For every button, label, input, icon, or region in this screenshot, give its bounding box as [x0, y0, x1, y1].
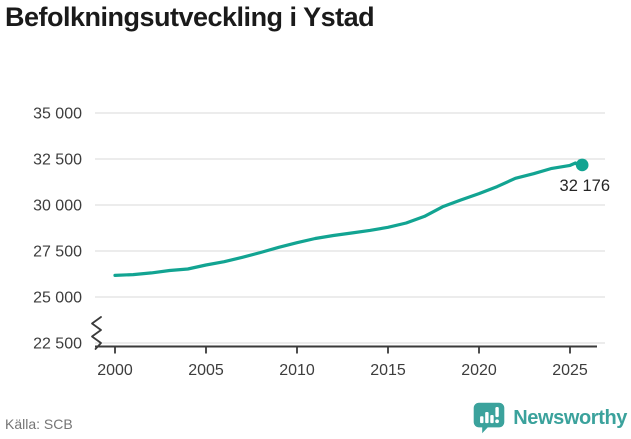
y-tick-label: 30 000: [33, 198, 82, 215]
newsworthy-wordmark: Newsworthy: [513, 406, 627, 429]
x-tick-label: 2015: [370, 362, 406, 379]
y-tick-label: 22 500: [33, 336, 82, 353]
y-tick-label: 27 500: [33, 244, 82, 261]
exclamation-bar: [495, 406, 499, 418]
y-tick-label: 32 500: [33, 152, 82, 169]
exclamation-dot: [495, 419, 500, 424]
y-tick-label: 35 000: [33, 106, 82, 123]
chart-title: Befolkningsutveckling i Ystad: [5, 2, 375, 32]
bar-medium: [490, 415, 494, 424]
population-line: [113, 161, 584, 277]
x-tick-label: 2000: [97, 362, 133, 379]
newsworthy-icon: [473, 402, 505, 434]
latest-value-label: 32 176: [560, 177, 610, 195]
source-label: Källa: SCB: [5, 416, 73, 432]
y-tick-label: 25 000: [33, 290, 82, 307]
x-tick-label: 2005: [188, 362, 224, 379]
x-tick-label: 2025: [552, 362, 588, 379]
bar-tall: [485, 412, 489, 424]
newsworthy-logo[interactable]: Newsworthy: [472, 401, 627, 435]
latest-point: [575, 158, 589, 172]
bar-small: [480, 416, 484, 424]
speech-bubble-shape: [473, 402, 505, 434]
axis-break-icon: [91, 316, 102, 350]
x-tick-label: 2010: [279, 362, 315, 379]
x-tick-label: 2020: [461, 362, 497, 379]
